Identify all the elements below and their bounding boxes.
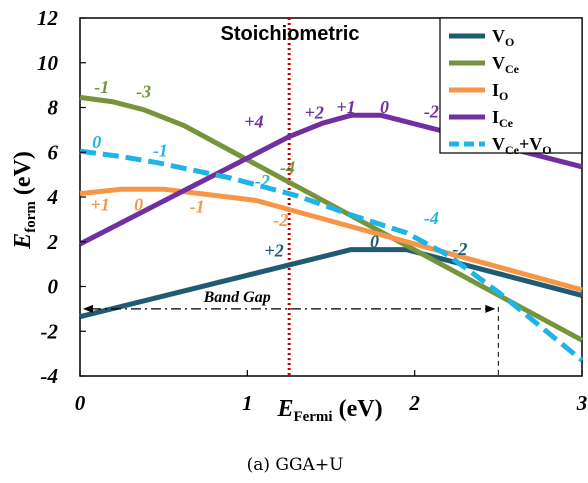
charge-label: -1 xyxy=(190,197,205,217)
band-gap-indicator: Band Gap xyxy=(83,289,496,313)
band-gap-label: Band Gap xyxy=(203,289,271,306)
charge-label: -2 xyxy=(424,102,439,122)
charge-label: -2 xyxy=(273,210,288,230)
y-axis-title-main: E xyxy=(10,233,36,250)
charge-label: -4 xyxy=(280,158,295,178)
svg-text:Eform (eV): Eform (eV) xyxy=(10,151,39,250)
band-gap-arrow-right xyxy=(485,304,496,313)
x-axis-title-unit: (eV) xyxy=(333,396,383,422)
y-tick-label: 0 xyxy=(48,275,59,299)
series-line-v-ce xyxy=(79,94,584,343)
x-axis-ticks: 0 1 2 3 xyxy=(75,370,588,415)
vertical-reference-lines xyxy=(287,18,499,376)
charge-label: -2 xyxy=(452,239,467,259)
figure-caption: (a) GGA+U xyxy=(247,455,344,475)
y-axis-ticks: -4 -2 0 2 4 6 8 10 12 xyxy=(37,6,86,388)
x-tick-label: 0 xyxy=(75,391,86,415)
y-axis-title: Eform (eV) xyxy=(10,151,39,250)
legend-label-i-ce: ICe xyxy=(492,107,514,130)
y-tick-label: 8 xyxy=(48,96,59,120)
charge-label: 0 xyxy=(92,132,101,152)
legend-box xyxy=(439,17,583,154)
x-axis-title: EFermi (eV) xyxy=(276,396,382,425)
y-tick-label: 10 xyxy=(37,51,59,75)
x-tick-label: 3 xyxy=(576,391,588,415)
y-axis-title-unit: (eV) xyxy=(10,151,36,201)
series-line-i-ce xyxy=(78,112,583,247)
charge-label: 0 xyxy=(380,97,389,117)
series-line-v-o xyxy=(79,247,583,320)
charge-label: 0 xyxy=(134,194,143,214)
charge-label: 0 xyxy=(370,231,379,251)
y-axis-title-sub: form xyxy=(23,201,39,233)
charge-label: -1 xyxy=(153,141,168,161)
legend-label-i-o: IO xyxy=(492,80,508,103)
charge-label: +4 xyxy=(244,112,263,132)
x-axis-title-main: E xyxy=(276,396,293,422)
y-tick-label: -4 xyxy=(41,364,59,388)
series-lines xyxy=(78,94,584,363)
charge-label: +2 xyxy=(305,103,324,123)
charge-label: -4 xyxy=(424,208,439,228)
charge-label: -2 xyxy=(255,171,270,191)
charge-label: +1 xyxy=(90,194,109,214)
x-tick-label: 1 xyxy=(242,391,253,415)
x-axis-title-sub: Fermi xyxy=(293,409,332,425)
charge-state-labels: -1 -3 -4 0 -1 -2 -4 +1 0 -1 -2 +4 +2 +1 0 -2 +2 0 -2 xyxy=(90,77,467,260)
x-tick-label: 2 xyxy=(408,391,420,415)
legend-label-v-o: VO xyxy=(492,26,514,49)
series-line-v-ce-v-o xyxy=(79,148,584,363)
chart-title: Stoichiometric xyxy=(221,23,360,45)
series-line-i-o xyxy=(79,186,583,293)
charge-label: +1 xyxy=(336,97,355,117)
svg-text:EFermi (eV): EFermi (eV) xyxy=(276,396,382,425)
y-tick-label: 2 xyxy=(47,230,59,254)
charge-label: +2 xyxy=(264,240,283,260)
y-tick-label: 4 xyxy=(47,185,59,209)
band-gap-arrow-left xyxy=(83,304,93,313)
y-tick-label: -2 xyxy=(41,319,59,343)
legend-label-v-ce-v-o: VCe+VO xyxy=(492,134,552,157)
charge-label: -3 xyxy=(136,81,151,101)
charge-label: -1 xyxy=(94,77,109,97)
legend-label-v-ce: VCe xyxy=(492,53,520,76)
legend: VO VCe IO ICe VCe+VO xyxy=(439,17,583,157)
plot-area: Band Gap -1 -3 -4 0 -1 -2 -4 +1 0 -1 -2 +4 +2 +1 0 -2 +2… xyxy=(78,17,584,377)
y-tick-label: 12 xyxy=(37,6,59,30)
y-tick-label: 6 xyxy=(48,140,59,164)
